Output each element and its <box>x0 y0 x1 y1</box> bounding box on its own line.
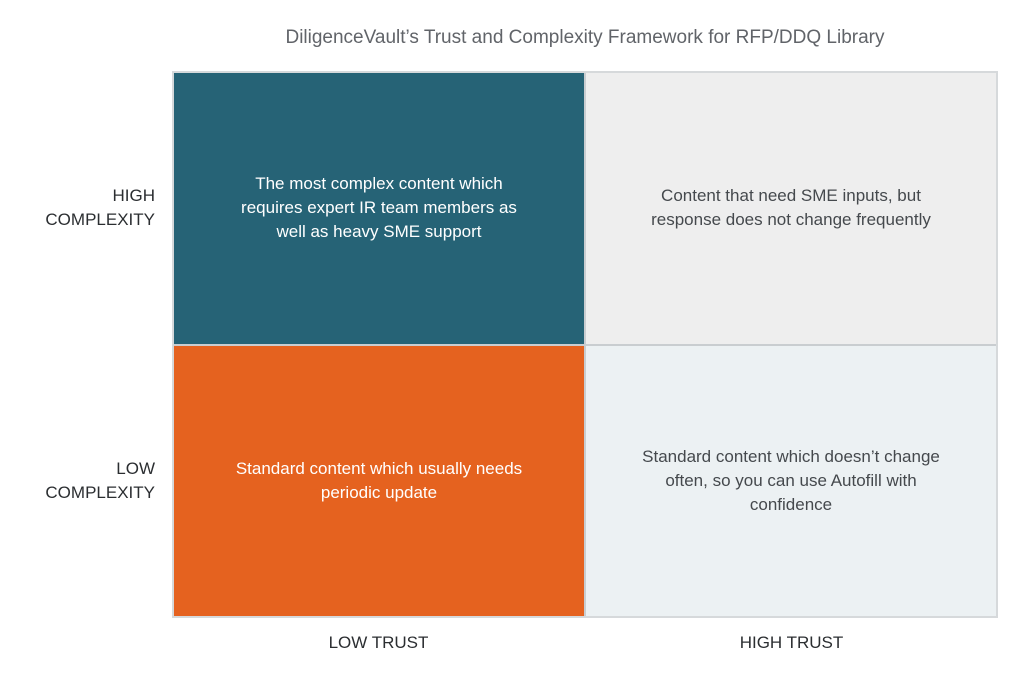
diagram-title: DiligenceVault’s Trust and Complexity Fr… <box>285 27 885 48</box>
y-axis-label-low-complexity: LOW COMPLEXITY <box>45 459 155 502</box>
quadrant-low-complexity-high-trust-text: Standard content which doesn’t change of… <box>642 446 940 514</box>
quadrant-high-complexity-low-trust: The most complex content which requires … <box>174 73 584 344</box>
quadrant-low-complexity-low-trust: Standard content which usually needs per… <box>174 345 584 616</box>
x-axis-label-low-trust: LOW TRUST <box>328 633 429 652</box>
y-axis-label-high-complexity: HIGH COMPLEXITY <box>45 185 155 229</box>
two-by-two-matrix: The most complex content which requires … <box>172 71 998 618</box>
quadrant-low-complexity-low-trust-text: Standard content which usually needs per… <box>235 458 523 502</box>
quadrant-high-complexity-low-trust-text: The most complex content which requires … <box>241 174 517 242</box>
quadrant-high-complexity-high-trust: Content that need SME inputs, but respon… <box>586 73 996 344</box>
quadrant-high-complexity-high-trust-text: Content that need SME inputs, but respon… <box>651 186 931 230</box>
quadrant-low-complexity-high-trust: Standard content which doesn’t change of… <box>586 345 996 616</box>
x-axis-label-high-trust: HIGH TRUST <box>739 633 844 652</box>
